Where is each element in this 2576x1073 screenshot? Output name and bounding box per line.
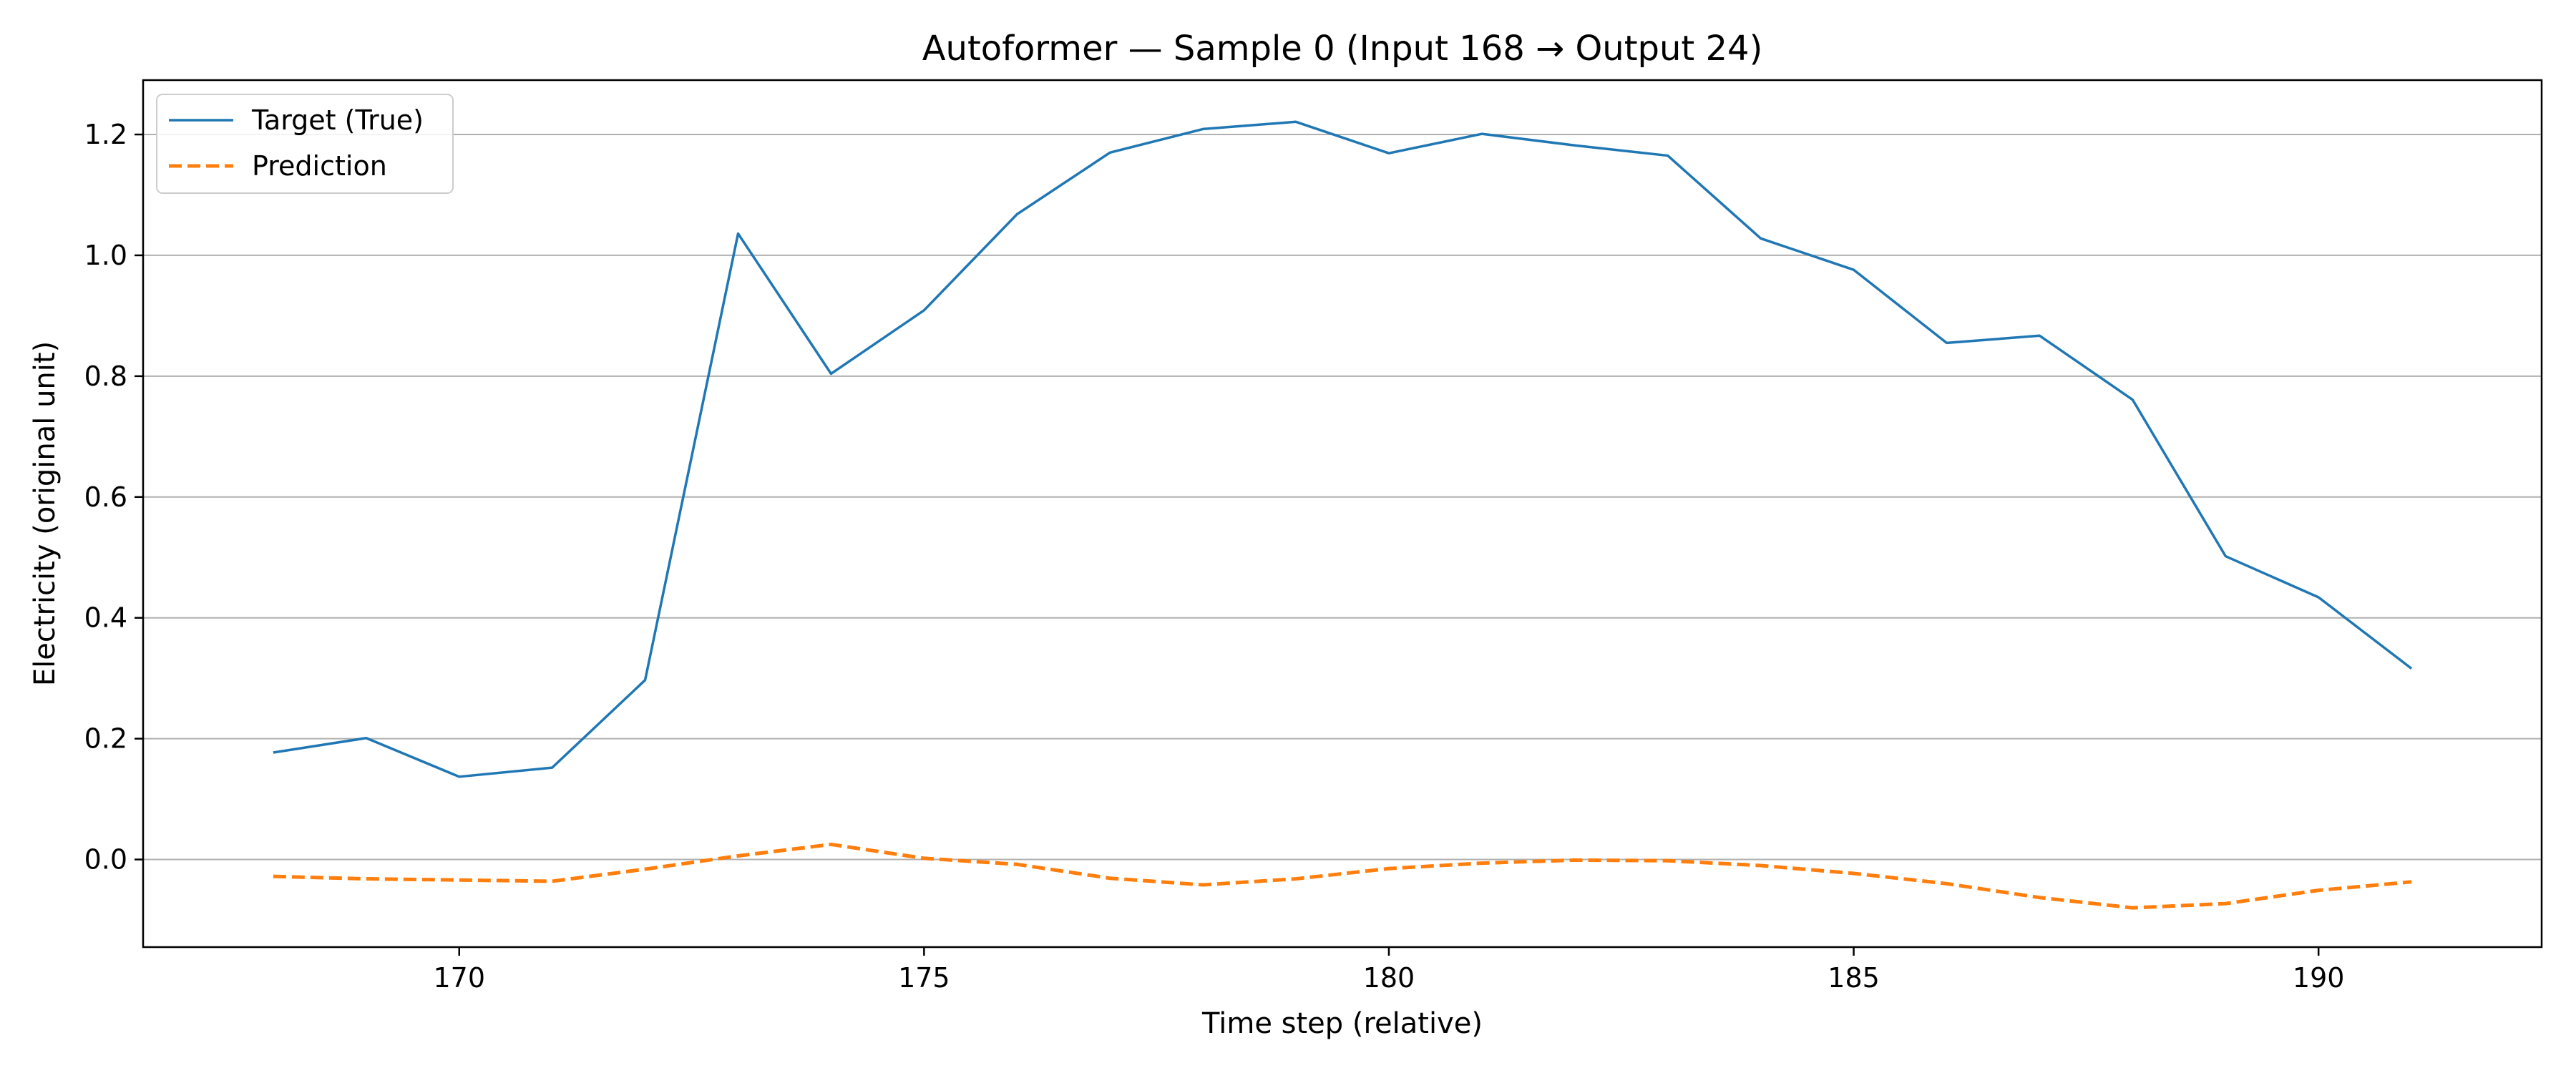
plot-frame: [142, 79, 2543, 949]
series-lines: [273, 120, 2413, 910]
x-tick-label: 185: [1828, 962, 1880, 994]
x-axis-label: Time step (relative): [1201, 1007, 1483, 1040]
x-tick-label: 175: [898, 962, 950, 994]
series-line-prediction: [273, 842, 2412, 910]
legend-label-target: Target (True): [251, 104, 424, 136]
y-tick-label: 0.4: [84, 602, 127, 634]
legend-label-prediction: Prediction: [252, 150, 387, 182]
y-tick-label: 0.8: [84, 361, 127, 392]
x-tick-label: 190: [2293, 962, 2345, 994]
grid-lines: [143, 134, 2542, 861]
y-tick-label: 0.2: [84, 723, 127, 755]
y-tick-label: 0.6: [84, 481, 127, 513]
axis-ticks: 0.0 0.2 0.4 0.6 0.8 1.0 1.2 170 175 180 185 190: [84, 119, 2345, 994]
y-tick-label: 0.0: [84, 844, 127, 876]
legend: Target (True) Prediction: [156, 94, 454, 194]
x-tick-label: 170: [433, 962, 485, 994]
series-line-target: [273, 120, 2413, 778]
y-axis-label: Electricity (original unit): [29, 341, 62, 686]
x-tick-label: 180: [1363, 962, 1415, 994]
chart-title: Autoformer — Sample 0 (Input 168 → Outpu…: [922, 29, 1763, 69]
y-tick-label: 1.0: [84, 240, 127, 271]
y-tick-label: 1.2: [84, 119, 127, 150]
